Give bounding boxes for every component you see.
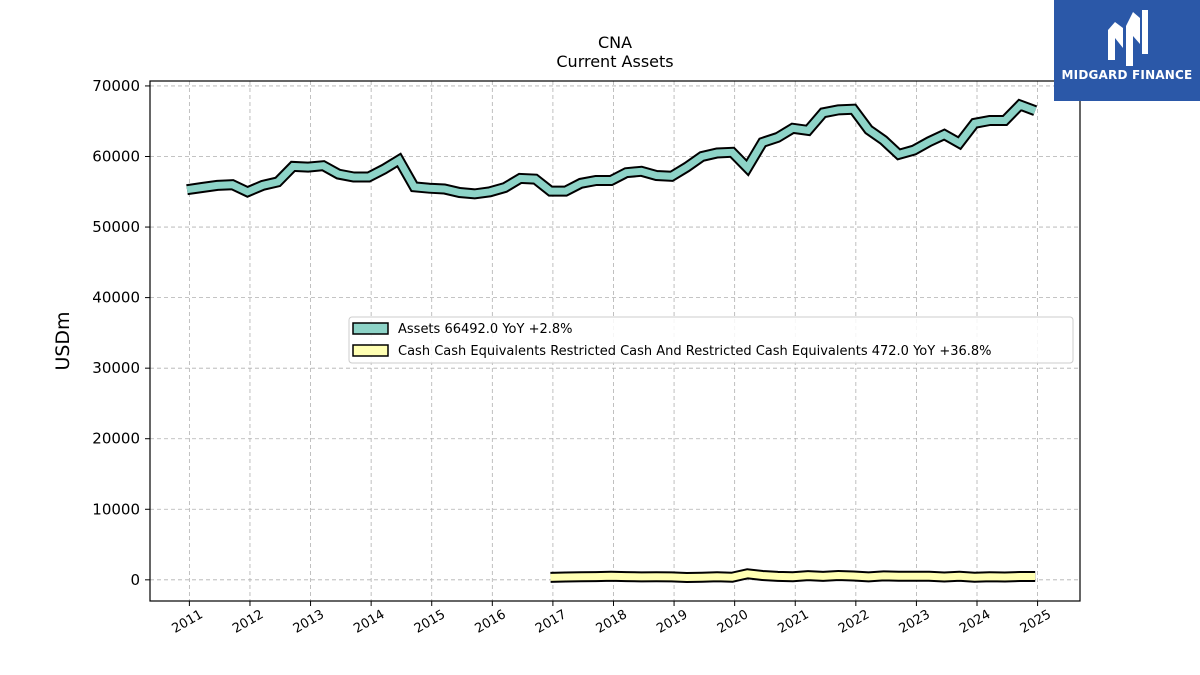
legend-box bbox=[348, 316, 1074, 364]
x-tick-label: 2014 bbox=[351, 607, 387, 637]
series-layer bbox=[186, 98, 1038, 584]
y-tick-label: 10000 bbox=[92, 500, 140, 518]
x-tick-label: 2011 bbox=[170, 607, 206, 637]
x-tick-label: 2012 bbox=[230, 607, 266, 637]
y-tick-label: 60000 bbox=[92, 147, 140, 165]
x-tick-label: 2013 bbox=[291, 607, 327, 637]
brand-logo: MIDGARD FINANCE bbox=[1054, 0, 1200, 101]
x-tick-label: 2017 bbox=[533, 607, 569, 637]
legend: Assets 66492.0 YoY +2.8% Cash Cash Equiv… bbox=[348, 316, 1074, 364]
chart-subtitle: Current Assets bbox=[556, 52, 673, 71]
series-line-0 bbox=[186, 100, 1037, 198]
x-tick-label: 2024 bbox=[957, 607, 993, 637]
x-tick-label: 2018 bbox=[594, 607, 630, 637]
y-tick-label: 50000 bbox=[92, 218, 140, 236]
brand-mark-icon bbox=[1108, 10, 1148, 66]
y-tick-label: 20000 bbox=[92, 430, 140, 448]
legend-label-assets: Assets 66492.0 YoY +2.8% bbox=[398, 322, 573, 337]
plot-frame bbox=[149, 80, 1081, 602]
y-tick-label: 0 bbox=[130, 571, 140, 589]
x-tick-label: 2025 bbox=[1018, 607, 1054, 637]
legend-swatch-cash bbox=[352, 344, 389, 357]
legend-label-cash: Cash Cash Equivalents Restricted Cash An… bbox=[398, 344, 992, 359]
legend-swatch-assets bbox=[352, 322, 389, 335]
brand-name: MIDGARD FINANCE bbox=[1061, 68, 1193, 82]
y-tick-label: 40000 bbox=[92, 289, 140, 307]
y-tick-label: 30000 bbox=[92, 359, 140, 377]
x-tick-label: 2020 bbox=[715, 607, 751, 637]
y-axis: 0 10000 20000 30000 40000 50000 60000 70000 bbox=[92, 77, 150, 589]
y-tick-label: 70000 bbox=[92, 77, 140, 95]
x-tick-label: 2021 bbox=[775, 607, 811, 637]
y-axis-label: USDm bbox=[52, 311, 74, 370]
x-tick-label: 2015 bbox=[412, 607, 448, 637]
x-tick-label: 2022 bbox=[836, 607, 872, 637]
x-tick-label: 2023 bbox=[897, 607, 933, 637]
series-line-1 bbox=[550, 570, 1036, 582]
x-tick-label: 2016 bbox=[472, 607, 508, 637]
x-axis: 2011 2012 2013 2014 2015 2016 2017 2018 2019 2020… bbox=[170, 601, 1054, 637]
chart-title: CNA bbox=[598, 33, 632, 52]
x-tick-label: 2019 bbox=[654, 607, 690, 637]
